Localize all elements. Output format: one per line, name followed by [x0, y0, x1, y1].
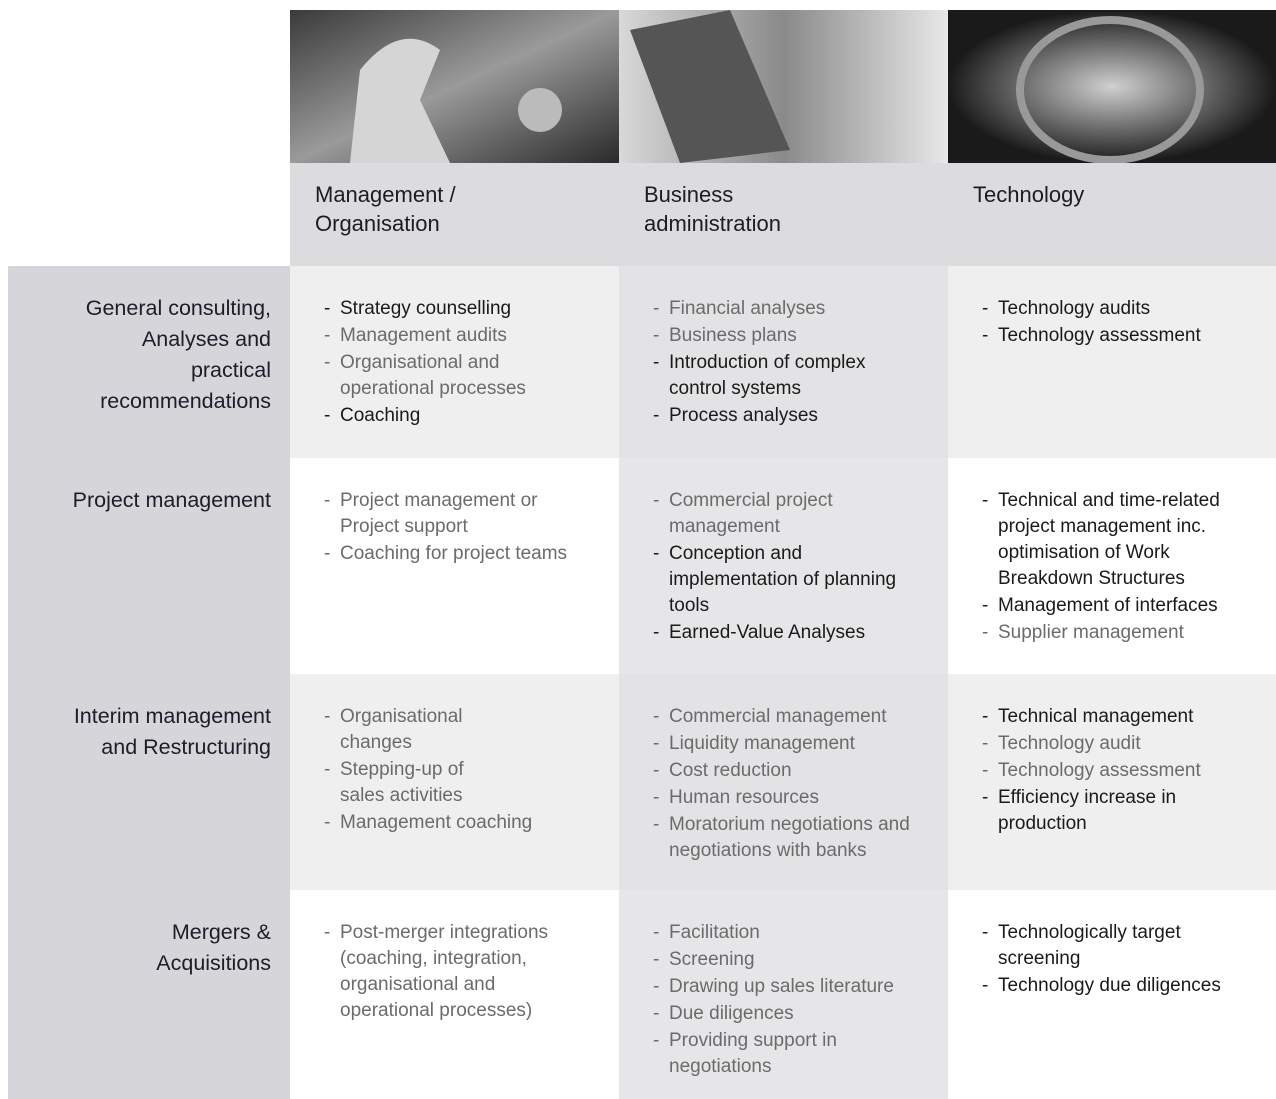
list-item: Efficiency increase in production [980, 785, 1272, 837]
cell: Commercial project managementConception … [619, 458, 948, 674]
list-item: Organisational and operational processes [322, 350, 615, 402]
list-item: Post-merger integrations (coaching, inte… [322, 920, 615, 1024]
list-item: Technology due diligences [980, 973, 1272, 999]
list-item: Providing support in negotiations [651, 1028, 944, 1080]
cell: Technical managementTechnology auditTech… [948, 674, 1276, 890]
cell: Technical and time-related project manag… [948, 458, 1276, 674]
column-header: Technology [973, 182, 1085, 207]
list-item: Coaching [322, 403, 615, 429]
cell: Technologically target screeningTechnolo… [948, 890, 1276, 1099]
list-item: Management audits [322, 323, 615, 349]
list-item: Technologically target screening [980, 920, 1272, 972]
header-band [290, 163, 1276, 266]
cell: Strategy counsellingManagement auditsOrg… [290, 266, 619, 458]
list-item: Due diligences [651, 1001, 944, 1027]
list-item: Strategy counselling [322, 296, 615, 322]
list-item: Project management or Project support [322, 488, 615, 540]
column-header: Management / Organisation [315, 182, 456, 236]
list-item: Supplier management [980, 620, 1272, 646]
technology-image [948, 10, 1276, 163]
list-item: Technology assessment [980, 323, 1272, 349]
list-item: Technology assessment [980, 758, 1272, 784]
list-item: Commercial management [651, 704, 944, 730]
list-item: Technology audits [980, 296, 1272, 322]
list-item: Facilitation [651, 920, 944, 946]
list-item: Business plans [651, 323, 944, 349]
list-item: Coaching for project teams [322, 541, 615, 567]
cell: Project management or Project supportCoa… [290, 458, 619, 674]
cell: Commercial managementLiquidity managemen… [619, 674, 948, 890]
list-item: Financial analyses [651, 296, 944, 322]
list-item: Management of interfaces [980, 593, 1272, 619]
knight-shape [350, 38, 450, 163]
list-item: Moratorium negotiations and negotiations… [651, 812, 944, 864]
list-item: Management coaching [322, 810, 615, 836]
cell: Financial analysesBusiness plansIntroduc… [619, 266, 948, 458]
machine-shape [1016, 16, 1204, 163]
list-item: Conception and implementation of plannin… [651, 541, 944, 619]
header-images [290, 10, 1276, 163]
list-item: Technical and time-related project manag… [980, 488, 1272, 592]
cell: Technology auditsTechnology assessment [948, 266, 1276, 458]
chess-image [290, 10, 619, 163]
list-item: Drawing up sales literature [651, 974, 944, 1000]
list-item: Technology audit [980, 731, 1272, 757]
list-item: Stepping-up of sales activities [322, 757, 615, 809]
list-item: Process analyses [651, 403, 944, 429]
cell: Organisational changesStepping-up of sal… [290, 674, 619, 890]
row-label: Project management [72, 488, 271, 512]
label-column [8, 266, 290, 1099]
list-item: Commercial project management [651, 488, 944, 540]
list-item: Human resources [651, 785, 944, 811]
list-item: Liquidity management [651, 731, 944, 757]
list-item: Earned-Value Analyses [651, 620, 944, 646]
pawn-shape [518, 88, 562, 132]
list-item: Cost reduction [651, 758, 944, 784]
list-item: Introduction of complex control systems [651, 350, 944, 402]
cell: Post-merger integrations (coaching, inte… [290, 890, 619, 1099]
list-item: Screening [651, 947, 944, 973]
row-label: Mergers & Acquisitions [156, 920, 271, 975]
column-header: Business administration [644, 182, 781, 236]
screen-shape [630, 10, 790, 163]
list-item: Organisational changes [322, 704, 615, 756]
row-label: General consulting, Analyses and practic… [85, 296, 271, 413]
row-label: Interim management and Restructuring [73, 704, 271, 759]
list-item: Technical management [980, 704, 1272, 730]
cell: FacilitationScreeningDrawing up sales li… [619, 890, 948, 1099]
